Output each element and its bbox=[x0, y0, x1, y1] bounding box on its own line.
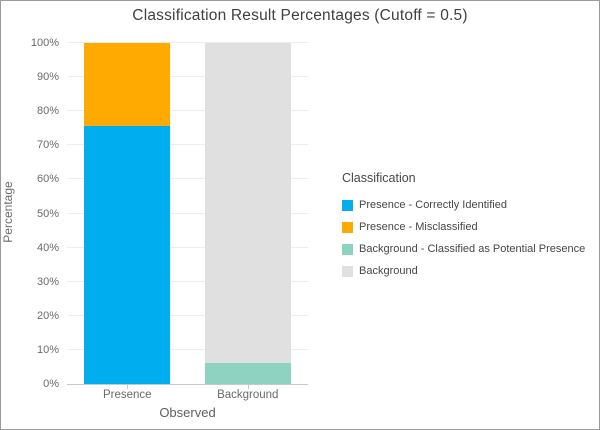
x-axis-tick-labels: Presence Background bbox=[67, 389, 308, 405]
bar-segment[interactable] bbox=[204, 362, 291, 384]
y-tick-label: 30% bbox=[36, 275, 59, 288]
legend-item[interactable]: Background bbox=[342, 260, 599, 282]
legend-items: Presence - Correctly Identified Presence … bbox=[342, 194, 599, 282]
x-tick-mark bbox=[127, 385, 129, 389]
y-tick-label: 70% bbox=[36, 139, 59, 152]
gridline bbox=[67, 348, 308, 350]
bar-segment[interactable] bbox=[204, 43, 291, 363]
legend-label: Background bbox=[359, 265, 418, 277]
x-tick-label: Presence bbox=[102, 389, 152, 401]
x-axis-title: Observed bbox=[159, 405, 216, 420]
x-tick-label: Background bbox=[217, 389, 279, 401]
y-tick-label: 80% bbox=[36, 105, 59, 118]
y-axis-tick-labels: 0% 10% 20% 30% 40% 50% 60% 70% 80% 90% 100% bbox=[1, 37, 59, 390]
y-tick-label: 50% bbox=[36, 207, 59, 220]
gridline bbox=[67, 178, 308, 180]
gridline bbox=[67, 144, 308, 146]
legend-item[interactable]: Background - Classified as Potential Pre… bbox=[342, 238, 599, 260]
legend: Classification Presence - Correctly Iden… bbox=[342, 171, 599, 282]
gridline bbox=[67, 76, 308, 78]
plot-area bbox=[67, 42, 308, 389]
bar-segment[interactable] bbox=[84, 43, 171, 126]
gridline bbox=[67, 110, 308, 112]
bar-segment[interactable] bbox=[84, 125, 171, 384]
gridline bbox=[67, 314, 308, 316]
gridline bbox=[67, 246, 308, 248]
legend-swatch-icon bbox=[342, 265, 353, 277]
legend-label: Presence - Correctly Identified bbox=[359, 199, 507, 211]
y-tick-label: 0% bbox=[43, 378, 59, 390]
legend-label: Background - Classified as Potential Pre… bbox=[359, 243, 586, 255]
y-tick-label: 20% bbox=[36, 309, 59, 322]
legend-swatch-icon bbox=[342, 243, 353, 255]
y-tick-label: 90% bbox=[36, 71, 59, 84]
gridline bbox=[67, 212, 308, 214]
y-tick-label: 40% bbox=[36, 241, 59, 254]
gridline bbox=[67, 280, 308, 282]
x-axis-line bbox=[67, 384, 308, 385]
gridline bbox=[67, 42, 308, 43]
legend-item[interactable]: Presence - Correctly Identified bbox=[342, 194, 599, 216]
legend-title: Classification bbox=[342, 171, 416, 185]
y-tick-label: 10% bbox=[36, 343, 59, 356]
y-tick-label: 60% bbox=[36, 173, 59, 186]
legend-swatch-icon bbox=[342, 221, 353, 233]
chart-title: Classification Result Percentages (Cutof… bbox=[132, 7, 468, 24]
x-tick-mark bbox=[247, 385, 249, 389]
legend-item[interactable]: Presence - Misclassified bbox=[342, 216, 599, 238]
legend-swatch-icon bbox=[342, 199, 353, 211]
y-tick-label: 100% bbox=[30, 37, 59, 49]
legend-label: Presence - Misclassified bbox=[359, 221, 478, 233]
